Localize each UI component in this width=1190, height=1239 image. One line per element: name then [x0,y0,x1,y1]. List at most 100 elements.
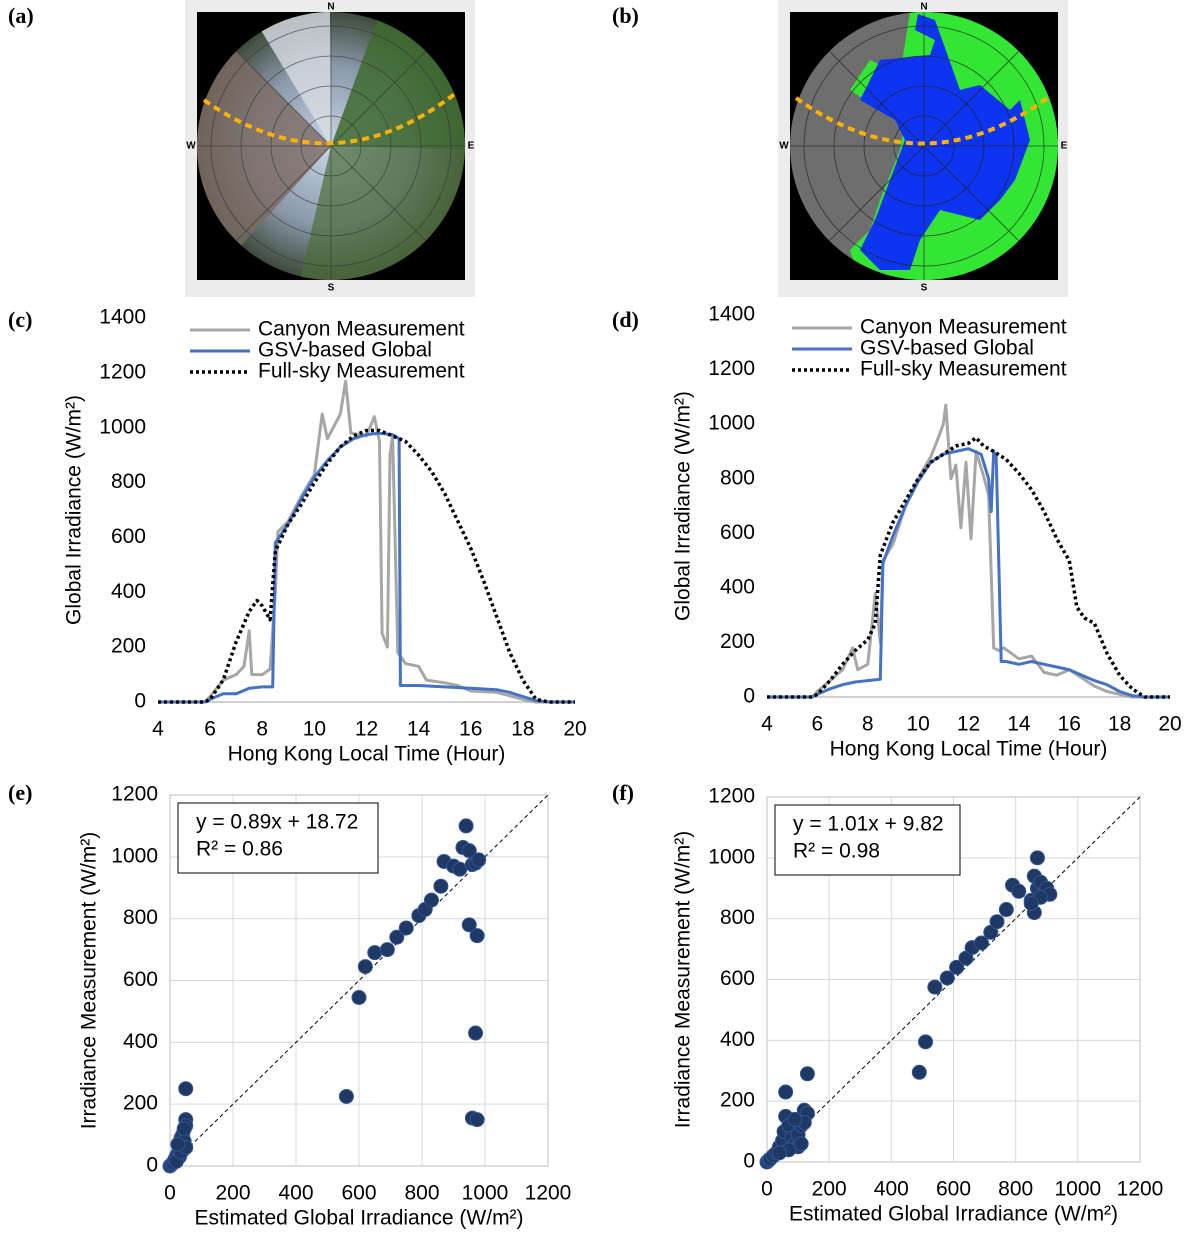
x-tick-label: 600 [936,1178,971,1201]
scatter-point [178,1081,194,1097]
y-tick-label: 200 [123,1092,158,1115]
series-line [767,403,1170,699]
x-tick-label: 0 [164,1182,176,1205]
y-tick-label: 0 [743,685,755,708]
x-tick-label: 600 [341,1182,376,1205]
compass-letter: E [468,141,475,152]
x-tick-label: 0 [761,1178,773,1201]
scatter-point [367,945,383,961]
y-tick-label: 400 [111,580,146,603]
x-tick-label: 6 [812,713,824,736]
annotation: y = 0.89x + 18.72 [196,811,358,834]
scatter-point [1029,850,1045,866]
series-line [158,428,575,704]
compass-letter: W [779,141,789,152]
x-tick-label: 4 [761,713,773,736]
x-tick-label: 10 [303,718,326,741]
y-tick-label: 1400 [708,303,755,326]
scatter-point [461,917,477,933]
y-tick-label: 800 [720,906,755,929]
y-axis-label: Irradiance Measurement (W/m²) [78,832,101,1130]
panel-label: (e) [8,780,32,805]
y-tick-label: 1200 [111,783,158,806]
panel-label: (a) [8,3,34,28]
y-tick-label: 1400 [99,306,146,329]
y-tick-label: 400 [123,1030,158,1053]
scatter-point [469,928,485,944]
scatter-point [989,914,1005,930]
y-tick-label: 400 [720,1028,755,1051]
scatter-point [461,843,477,859]
scatter-point [973,935,989,951]
x-axis-label: Hong Kong Local Time (Hour) [830,738,1108,761]
fisheye-photo [185,0,475,297]
scatter-point [468,1025,484,1041]
scatter-point [170,1136,186,1152]
y-tick-label: 600 [720,521,755,544]
scatter-point [433,878,449,894]
scatter-point [452,861,468,877]
x-axis-label: Estimated Global Irradiance (W/m²) [789,1203,1118,1226]
y-tick-label: 600 [720,967,755,990]
x-tick-label: 800 [998,1178,1033,1201]
scatter-point [176,1121,192,1137]
y-tick-label: 200 [111,635,146,658]
x-tick-label: 10 [906,713,929,736]
y-tick-label: 200 [720,1089,755,1112]
scatter-point [787,1111,803,1127]
y-axis-label: Global Irradiance (W/m²) [672,391,695,621]
y-axis-label: Irradiance Measurement (W/m²) [672,831,695,1129]
y-tick-label: 200 [720,630,755,653]
scatter-point [458,818,474,834]
scatter-point [771,1145,787,1161]
y-tick-label: 1200 [99,360,146,383]
legend-label: GSV-based Global [860,337,1034,360]
y-tick-label: 0 [743,1150,755,1173]
compass-letter: N [327,2,334,13]
legend-label: Canyon Measurement [258,318,465,341]
scatter-point [927,979,943,995]
compass-letter: W [186,141,196,152]
x-tick-label: 8 [862,713,874,736]
y-tick-label: 600 [123,968,158,991]
compass-letter: E [1061,141,1068,152]
legend-label: GSV-based Global [258,339,432,362]
annotation-box [774,804,961,876]
plot-frame [766,796,1141,1163]
scatter-point [1011,883,1027,899]
series-line [158,379,575,704]
scatter-point [423,892,439,908]
panel-label: (f) [612,780,634,805]
scatter-point [469,1112,485,1128]
scatter-point [389,929,405,945]
x-tick-label: 12 [957,713,980,736]
x-tick-label: 20 [563,718,586,741]
annotation: y = 1.01x + 9.82 [793,813,944,836]
plot-frame [169,794,549,1167]
legend-label: Full-sky Measurement [258,360,465,383]
x-axis-label: Estimated Global Irradiance (W/m²) [194,1207,523,1230]
scatter-point [357,959,373,975]
compass-letter: S [328,283,335,294]
scatter-point [338,1088,354,1104]
x-tick-label: 200 [215,1182,250,1205]
x-tick-label: 20 [1158,713,1181,736]
scatter-point [998,902,1014,918]
x-tick-label: 12 [355,718,378,741]
x-tick-label: 1000 [462,1182,509,1205]
legend-label: Full-sky Measurement [860,358,1067,381]
scatter-point [1023,895,1039,911]
x-tick-label: 400 [278,1182,313,1205]
y-tick-label: 0 [134,690,146,713]
y-tick-label: 0 [146,1154,158,1177]
scatter-point [939,970,955,986]
x-axis-label: Hong Kong Local Time (Hour) [228,743,506,766]
y-tick-label: 1000 [111,844,158,867]
scatter-point [379,942,395,958]
annotation: R² = 0.86 [196,838,283,861]
x-tick-label: 14 [407,718,431,741]
y-tick-label: 400 [720,575,755,598]
series-line [158,431,575,704]
legend-label: Canyon Measurement [860,316,1067,339]
